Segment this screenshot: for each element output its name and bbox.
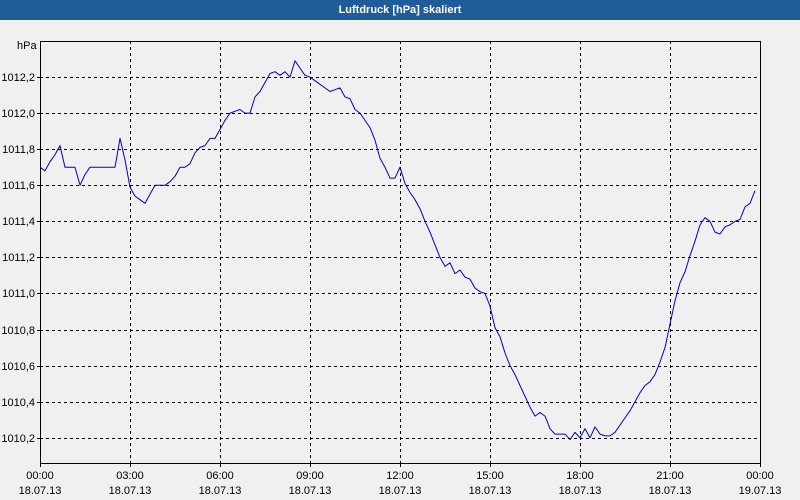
x-tick-time-label: 06:00 xyxy=(206,470,234,482)
y-tick-label: 1010,8 xyxy=(1,325,35,337)
y-tick-label: 1010,2 xyxy=(1,433,35,445)
x-tick-time-label: 00:00 xyxy=(26,470,54,482)
x-tick-date-label: 18.07.13 xyxy=(469,485,512,497)
chart-title-bar: Luftdruck [hPa] skaliert xyxy=(0,0,800,20)
y-tick-label: 1011,0 xyxy=(2,288,35,300)
y-tick-label: 1011,6 xyxy=(2,180,35,192)
axis-ticks xyxy=(37,77,761,467)
x-tick-date-label: 18.07.13 xyxy=(19,485,62,497)
pressure-series-line xyxy=(39,60,756,441)
x-tick-date-label: 19.07.13 xyxy=(739,485,782,497)
series-layer xyxy=(39,60,756,441)
x-tick-time-label: 15:00 xyxy=(476,470,504,482)
y-tick-label: 1011,2 xyxy=(2,252,35,264)
x-tick-date-label: 18.07.13 xyxy=(109,485,152,497)
y-tick-label: 1010,4 xyxy=(1,397,35,409)
x-tick-date-label: 18.07.13 xyxy=(199,485,242,497)
y-tick-label: 1011,4 xyxy=(2,216,35,228)
y-tick-label: 1012,2 xyxy=(1,72,35,84)
x-tick-time-label: 03:00 xyxy=(116,470,144,482)
grid-lines xyxy=(40,41,760,463)
y-tick-label: 1010,6 xyxy=(1,361,35,373)
x-tick-date-label: 18.07.13 xyxy=(289,485,332,497)
y-axis-unit-label: hPa xyxy=(17,40,37,52)
x-tick-time-label: 00:00 xyxy=(746,470,774,482)
x-tick-date-label: 18.07.13 xyxy=(379,485,422,497)
x-tick-date-label: 18.07.13 xyxy=(649,485,692,497)
chart-title: Luftdruck [hPa] skaliert xyxy=(338,4,462,16)
x-tick-time-label: 09:00 xyxy=(296,470,324,482)
axis-labels: hPa 1012,2 1012,0 1011,8 1011,6 1011,4 1011,2… xyxy=(1,40,781,497)
pressure-chart: hPa 1012,2 1012,0 1011,8 1011,6 1011,4 1011,2… xyxy=(1,40,781,497)
y-tick-label: 1011,8 xyxy=(2,144,35,156)
x-tick-time-label: 12:00 xyxy=(386,470,414,482)
plot-frame xyxy=(40,41,761,464)
x-tick-date-label: 18.07.13 xyxy=(559,485,602,497)
x-tick-time-label: 21:00 xyxy=(656,470,684,482)
x-tick-time-label: 18:00 xyxy=(566,470,594,482)
y-tick-label: 1012,0 xyxy=(1,108,35,120)
